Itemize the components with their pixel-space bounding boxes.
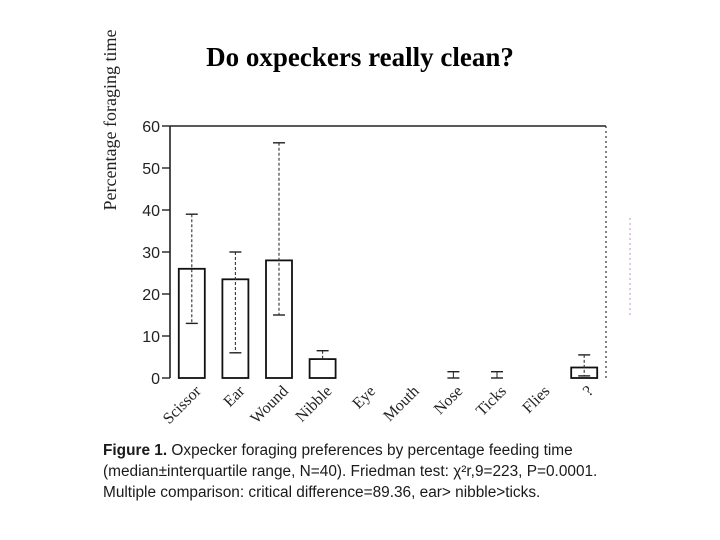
bar-chart: 0 10 20 30 40 50 60 Scissor Ear Wound Nibble Eye Mo… (142, 119, 607, 428)
bars (177, 259, 599, 379)
y-tick-label: 60 (142, 119, 160, 136)
x-tick-label: Eye (349, 383, 379, 413)
x-tick-label: Scissor (160, 382, 205, 427)
x-tick-label: Nibble (293, 383, 336, 426)
y-tick-label: 40 (142, 203, 160, 220)
x-tick-label: Nose (431, 383, 466, 418)
x-tick-label: Mouth (380, 383, 422, 425)
x-tick-label: Wound (247, 383, 291, 427)
caption-text: Oxpecker foraging preferences by percent… (103, 442, 598, 501)
y-tick-label: 10 (142, 329, 160, 346)
y-tick-label: 30 (142, 245, 160, 262)
slide-title: Do oxpeckers really clean? (206, 42, 514, 72)
y-tick-label: 0 (151, 371, 160, 388)
figure-caption: Figure 1. Oxpecker foraging preferences … (103, 440, 623, 503)
x-tick-labels: Scissor Ear Wound Nibble Eye Mouth Nose Ticks Fl… (160, 382, 597, 427)
x-tick-label: ? (580, 383, 597, 400)
y-tick-label: 50 (142, 161, 160, 178)
y-ticks: 0 10 20 30 40 50 60 (142, 119, 170, 388)
x-tick-label: Ticks (473, 383, 510, 420)
y-tick-label: 20 (142, 287, 160, 304)
margin-scan-mark (626, 218, 634, 318)
x-tick-label: Ear (221, 382, 249, 410)
error-bars (185, 142, 591, 379)
x-tick-label: Flies (519, 383, 553, 417)
bar (308, 358, 337, 379)
caption-label: Figure 1. (103, 442, 168, 459)
